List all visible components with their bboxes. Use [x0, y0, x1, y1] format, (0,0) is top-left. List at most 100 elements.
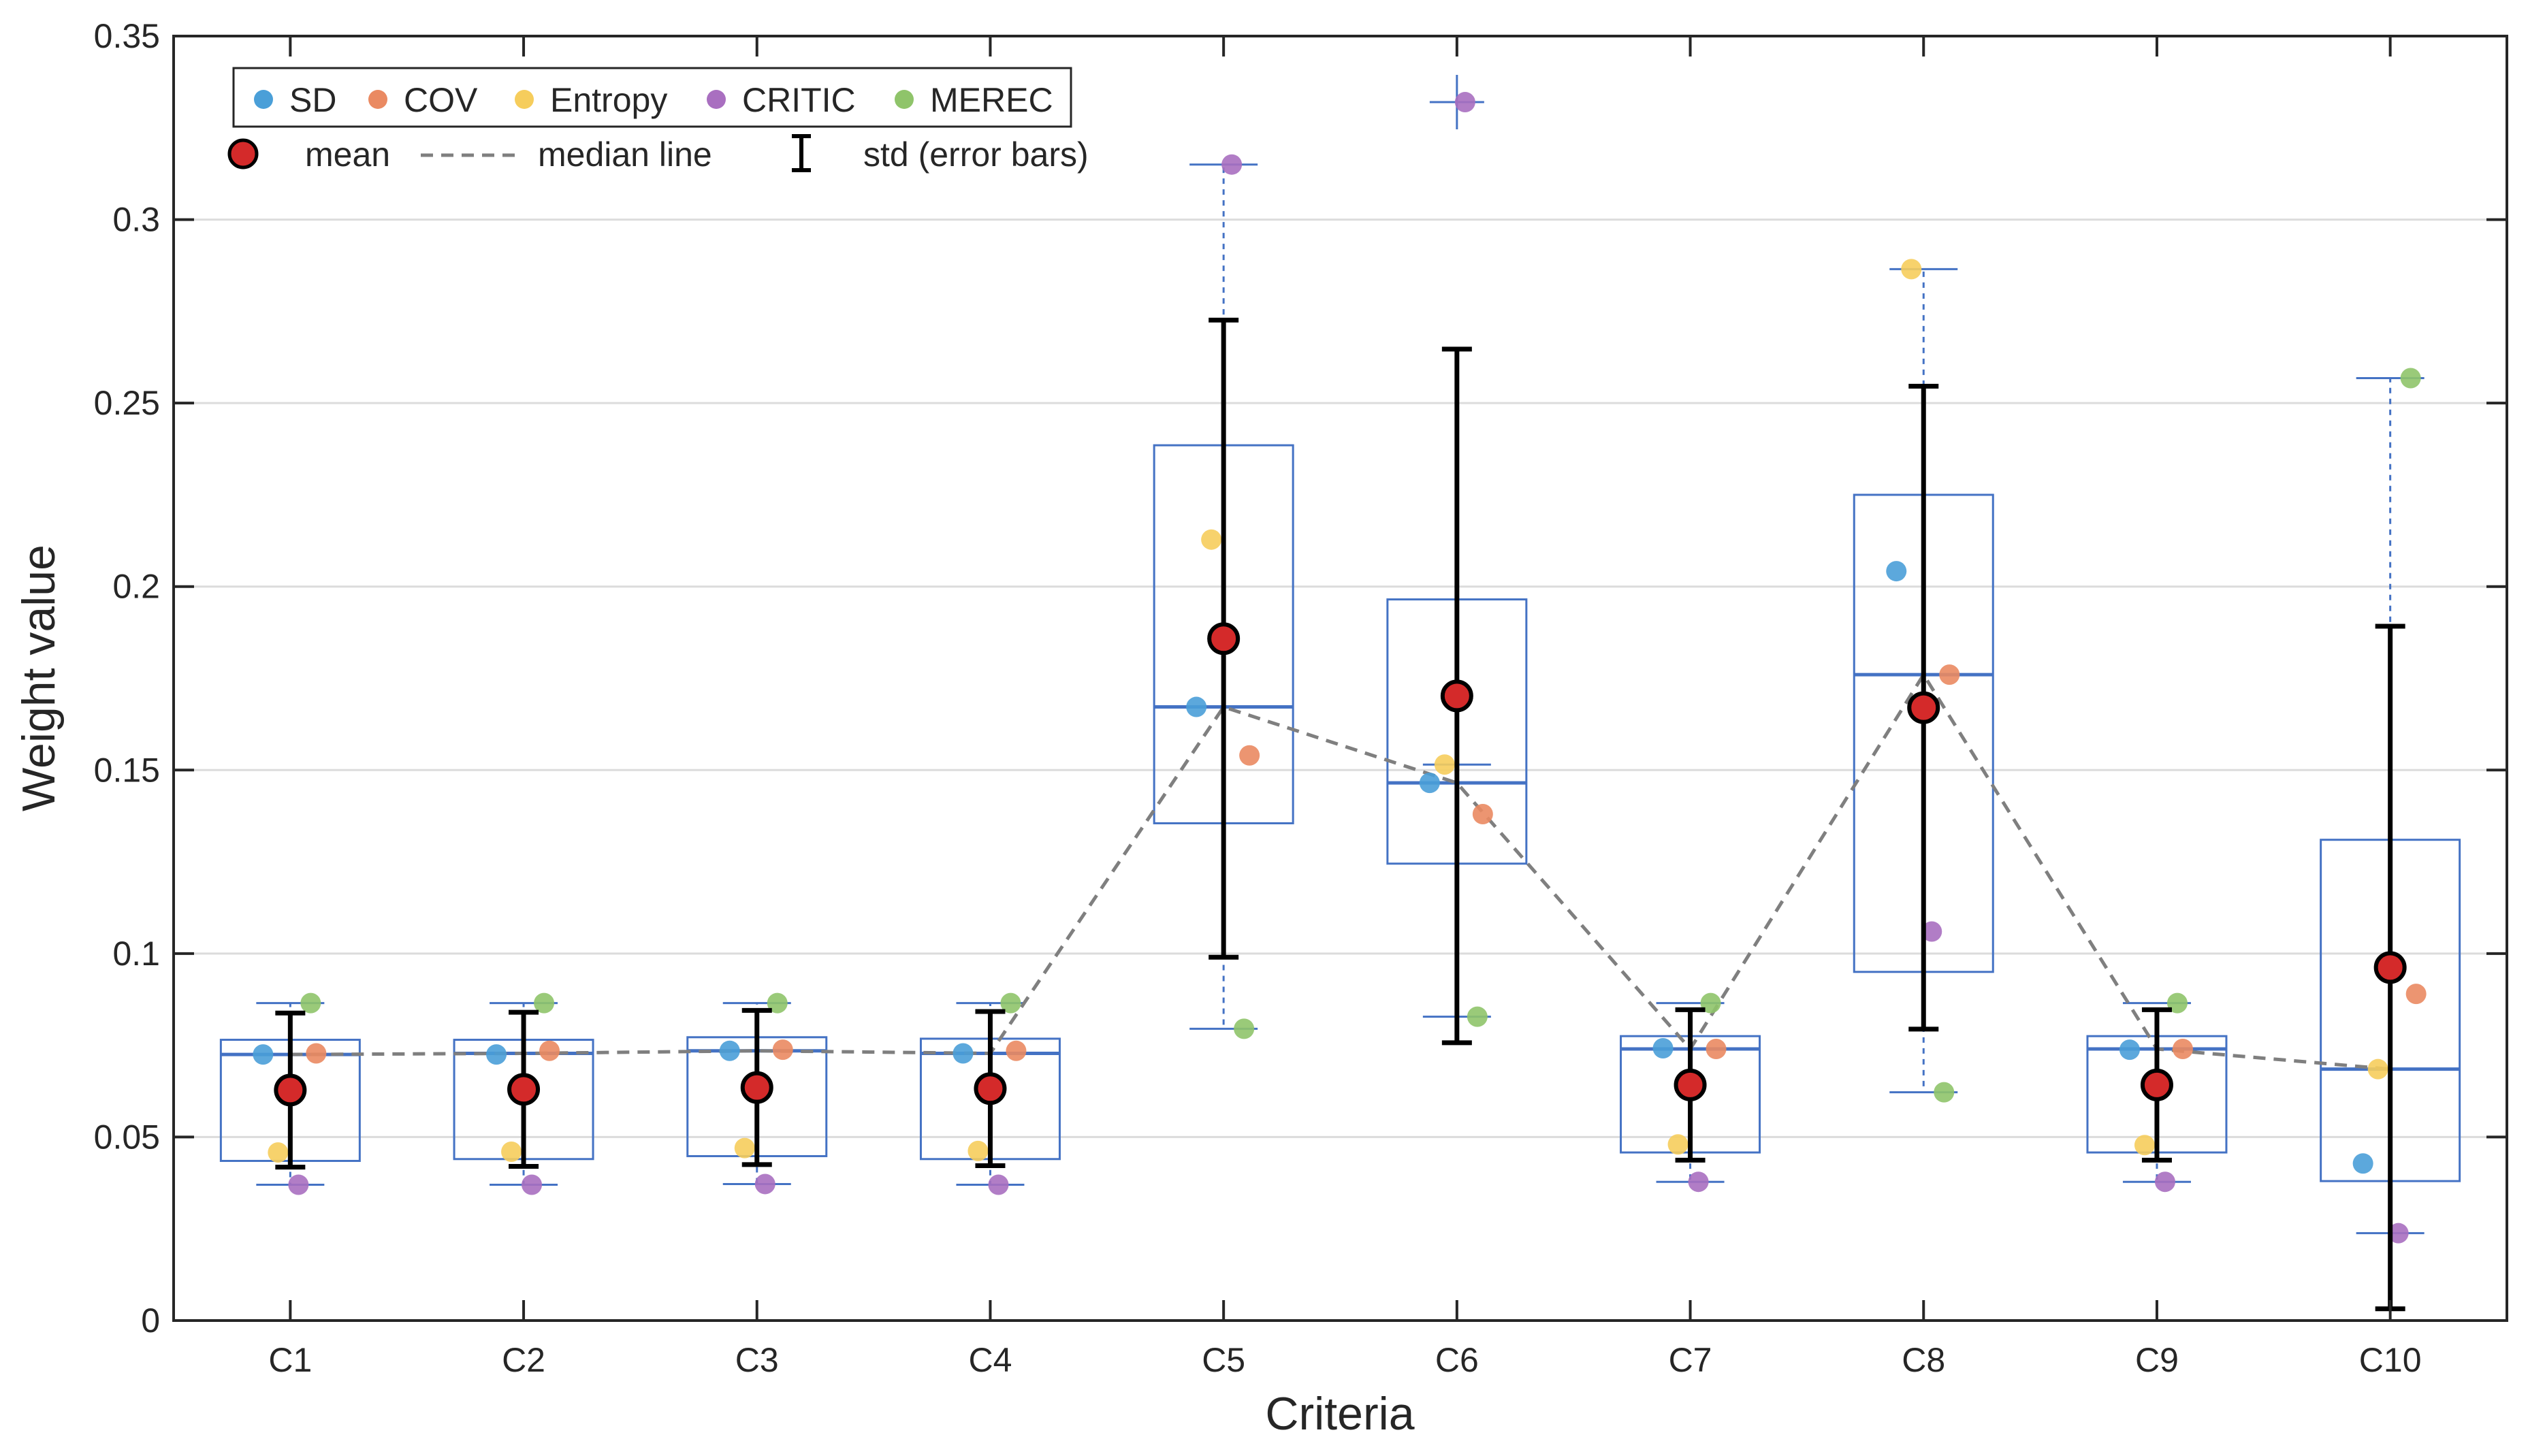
- x-tick-label: C2: [502, 1341, 545, 1379]
- point-critic: [1688, 1171, 1709, 1193]
- mean-marker: [1440, 679, 1473, 713]
- point-entropy: [1667, 1134, 1689, 1155]
- point-entropy: [501, 1141, 522, 1162]
- y-tick-label: 0.35: [94, 17, 160, 55]
- legend-swatch-critic: [707, 90, 726, 109]
- point-critic: [1921, 921, 1942, 942]
- y-tick-label: 0.2: [112, 568, 160, 606]
- x-tick-label: C7: [1669, 1341, 1712, 1379]
- legend-swatch-entropy: [515, 90, 534, 109]
- point-sd: [1886, 561, 1907, 582]
- mean-marker: [2140, 1068, 2173, 1101]
- legend-error-bar-sample: [792, 134, 811, 172]
- mean-markers-layer: [274, 622, 2407, 1107]
- mean-marker: [974, 1072, 1007, 1105]
- legend: SD COV Entropy CRITIC MEREC mean median line…: [227, 67, 1089, 174]
- mean-marker: [2373, 951, 2407, 984]
- point-entropy: [2367, 1058, 2388, 1080]
- y-tick-label: 0.1: [112, 935, 160, 973]
- axes-layer: 0 0.05 0.1 0.15 0.2 0.25 0.3 0.35 C1 C2 C3 C4 C5 C6 C7…: [94, 17, 2507, 1379]
- y-tick-label: 0: [141, 1301, 160, 1340]
- point-sd: [1652, 1037, 1674, 1058]
- point-cov: [539, 1040, 560, 1061]
- legend-mean-marker: [227, 138, 259, 169]
- method-points-layer: [253, 92, 2427, 1244]
- point-sd: [719, 1040, 740, 1061]
- y-tick-label: 0.3: [112, 201, 160, 239]
- point-merec: [1934, 1082, 1955, 1103]
- legend-swatch-sd: [254, 90, 273, 109]
- legend-method-entries: SD COV Entropy CRITIC MEREC: [254, 81, 1053, 119]
- point-cov: [1006, 1040, 1027, 1061]
- point-cov: [772, 1039, 793, 1061]
- point-entropy: [1901, 259, 1922, 280]
- legend-label-merec: MEREC: [930, 81, 1053, 119]
- mean-marker: [740, 1071, 773, 1104]
- point-cov: [1239, 745, 1260, 766]
- point-entropy: [1434, 754, 1455, 775]
- y-axis-title: Weight value: [13, 545, 65, 811]
- point-sd: [1186, 696, 1207, 717]
- legend-label-cov: COV: [404, 81, 478, 119]
- point-sd: [486, 1044, 507, 1065]
- y-tick-label: 0.05: [94, 1118, 160, 1156]
- point-critic: [288, 1174, 309, 1195]
- x-tick-label: C9: [2135, 1341, 2179, 1379]
- point-sd: [1419, 773, 1440, 794]
- point-merec: [767, 992, 788, 1014]
- point-merec: [2400, 368, 2421, 389]
- point-merec: [300, 992, 321, 1014]
- point-cov: [2172, 1039, 2193, 1060]
- point-critic: [988, 1174, 1009, 1195]
- point-entropy: [734, 1137, 755, 1159]
- point-merec: [1234, 1018, 1255, 1039]
- point-merec: [2166, 992, 2188, 1014]
- x-tick-label: C5: [1202, 1341, 1245, 1379]
- point-critic: [2154, 1171, 2175, 1193]
- x-tick-label: C8: [1902, 1341, 1945, 1379]
- x-tick-label: C10: [2359, 1341, 2422, 1379]
- point-entropy: [2134, 1135, 2155, 1156]
- legend-label-entropy: Entropy: [550, 81, 667, 119]
- mean-marker: [507, 1073, 541, 1106]
- point-entropy: [268, 1142, 289, 1163]
- point-merec: [1700, 992, 1721, 1014]
- point-entropy: [967, 1140, 989, 1161]
- mean-marker: [274, 1073, 307, 1107]
- mean-marker: [1207, 622, 1241, 656]
- point-sd: [953, 1043, 974, 1064]
- point-sd: [2352, 1153, 2373, 1174]
- point-merec: [1467, 1006, 1488, 1027]
- x-axis-title: Criteria: [1265, 1388, 1414, 1440]
- mean-marker: [1674, 1068, 1707, 1101]
- point-cov: [1939, 664, 1960, 685]
- legend-swatch-cov: [368, 90, 387, 109]
- point-cov: [1706, 1039, 1727, 1060]
- median-connector-layer: [290, 671, 2390, 1071]
- legend-mean-label: mean: [305, 135, 390, 174]
- point-critic: [522, 1174, 543, 1195]
- legend-std-label: std (error bars): [863, 135, 1089, 174]
- point-sd: [253, 1044, 274, 1065]
- legend-label-sd: SD: [289, 81, 336, 119]
- point-cov: [1472, 803, 1493, 824]
- point-cov: [2405, 984, 2427, 1005]
- y-tick-label: 0.25: [94, 384, 160, 422]
- x-tick-label: C4: [968, 1341, 1012, 1379]
- grid-lines: [174, 219, 2507, 1138]
- point-critic: [1221, 154, 1243, 175]
- point-merec: [534, 992, 555, 1014]
- point-merec: [1000, 992, 1021, 1014]
- x-tick-label: C6: [1435, 1341, 1479, 1379]
- x-tick-label: C3: [735, 1341, 779, 1379]
- point-entropy: [1201, 529, 1222, 550]
- point-cov: [306, 1043, 327, 1064]
- plot-frame: [172, 35, 2508, 1322]
- mean-marker: [1907, 691, 1940, 724]
- point-critic: [1454, 92, 1475, 113]
- point-sd: [2119, 1039, 2140, 1061]
- legend-label-critic: CRITIC: [742, 81, 856, 119]
- legend-swatch-merec: [895, 90, 914, 109]
- legend-median-label: median line: [538, 135, 712, 174]
